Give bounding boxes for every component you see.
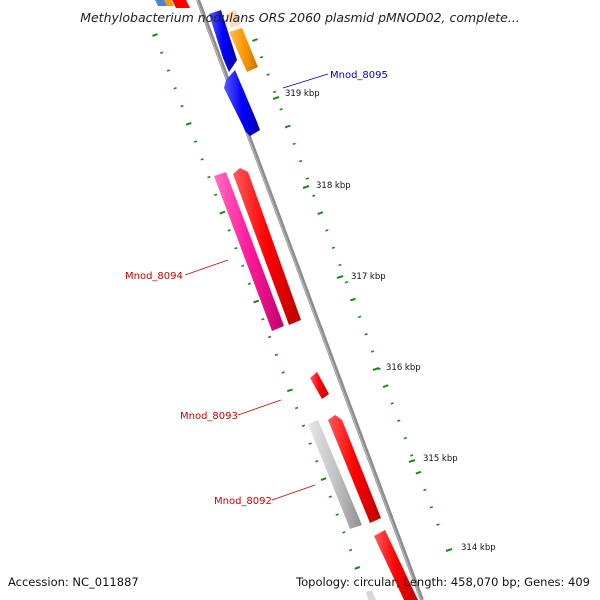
outer-tick-mark bbox=[292, 142, 296, 146]
outer-tick-mark bbox=[382, 384, 389, 389]
inner-tick-mark bbox=[294, 406, 299, 410]
gene-orange-top[interactable] bbox=[229, 28, 258, 72]
outer-tick-mark bbox=[357, 315, 362, 319]
outer-tick-mark bbox=[252, 38, 258, 42]
tick-label-317: 317 kbp bbox=[351, 272, 386, 282]
gene-label-mnod-8094[interactable]: Mnod_8094 bbox=[125, 271, 183, 282]
outer-tick-mark bbox=[344, 281, 349, 284]
tick-label-315: 315 kbp bbox=[423, 454, 458, 464]
inner-tick-mark bbox=[185, 121, 192, 126]
gene-label-mnod-8093[interactable]: Mnod_8093 bbox=[180, 411, 238, 422]
inner-tick-mark bbox=[261, 317, 265, 321]
outer-tick-mark bbox=[284, 124, 291, 129]
inner-tick-mark bbox=[320, 477, 327, 481]
inner-tick-mark bbox=[315, 460, 319, 463]
inner-tick-mark bbox=[301, 424, 306, 428]
inner-tick-mark bbox=[308, 442, 312, 445]
gene-mnod-8095[interactable] bbox=[224, 70, 260, 136]
outer-tick-mark bbox=[272, 90, 277, 94]
inner-tick-mark bbox=[219, 210, 226, 215]
inner-tick-mark bbox=[200, 158, 204, 161]
outer-tick-mark bbox=[364, 332, 368, 336]
inner-tick-mark bbox=[267, 335, 272, 339]
outer-tick-mark bbox=[266, 73, 270, 76]
summary-text: Topology: circular; Length: 458,070 bp; … bbox=[295, 575, 590, 589]
outer-tick-mark bbox=[415, 470, 422, 475]
inner-tick-mark bbox=[214, 193, 218, 197]
gene-mnod-8092-gray[interactable] bbox=[308, 420, 362, 529]
gene-label-leaders bbox=[184, 73, 329, 501]
gene-orange-top-left bbox=[164, 0, 174, 6]
inner-tick-mark bbox=[335, 513, 339, 516]
inner-tick-mark bbox=[342, 531, 346, 534]
inner-tick-mark bbox=[234, 246, 238, 250]
inner-tick-mark bbox=[152, 33, 158, 37]
accession-text: Accession: NC_011887 bbox=[8, 575, 139, 589]
outer-tick-mark bbox=[397, 419, 401, 423]
outer-tick-mark bbox=[317, 211, 324, 215]
inner-tick-mark bbox=[354, 566, 361, 570]
outer-tick-mark bbox=[312, 194, 316, 198]
outer-tick-mark bbox=[429, 506, 434, 509]
inner-tick-mark bbox=[328, 495, 332, 499]
outer-tick-mark bbox=[305, 177, 309, 180]
inner-tick-mark bbox=[180, 104, 184, 108]
inner-tick-mark bbox=[227, 229, 231, 232]
gene-blue-top-left bbox=[155, 0, 167, 6]
outer-tick-mark bbox=[350, 297, 356, 302]
outer-tick-mark bbox=[299, 159, 303, 163]
gene-label-mnod-8095[interactable]: Mnod_8095 bbox=[330, 70, 388, 81]
tick-label-314: 314 kbp bbox=[461, 543, 496, 553]
inner-tick-mark bbox=[241, 264, 245, 268]
inner-tick-mark bbox=[207, 175, 211, 179]
map-title: Methylobacterium nodulans ORS 2060 plasm… bbox=[80, 10, 520, 25]
gene-mnod-8095-top[interactable] bbox=[209, 10, 237, 72]
outer-tick-mark bbox=[325, 229, 329, 232]
inner-tick-mark bbox=[173, 87, 177, 90]
outer-tick-ring bbox=[252, 38, 440, 526]
outer-tick-mark bbox=[403, 436, 407, 440]
inner-tick-mark bbox=[286, 388, 293, 393]
inner-tick-mark bbox=[193, 140, 198, 143]
outer-tick-mark bbox=[279, 107, 283, 111]
inner-tick-mark bbox=[166, 69, 171, 72]
gene-label-mnod-8092[interactable]: Mnod_8092 bbox=[214, 496, 272, 507]
gene-mnod-8094-pink[interactable] bbox=[214, 172, 284, 331]
outer-tick-mark bbox=[338, 263, 342, 267]
gene-mnod-8094-red[interactable] bbox=[233, 168, 301, 325]
inner-tick-mark bbox=[348, 548, 353, 552]
outer-tick-mark bbox=[259, 56, 264, 59]
major-ticks bbox=[272, 96, 453, 552]
inner-tick-mark bbox=[253, 299, 260, 304]
inner-tick-mark bbox=[247, 282, 252, 285]
gene-mnod-8092-red[interactable] bbox=[328, 415, 381, 523]
inner-tick-ring bbox=[152, 33, 361, 570]
tick-label-319: 319 kbp bbox=[285, 89, 320, 99]
outer-tick-mark bbox=[410, 454, 414, 457]
inner-tick-mark bbox=[281, 371, 285, 374]
outer-tick-mark bbox=[390, 402, 394, 405]
gene-mnod-8093[interactable] bbox=[310, 372, 329, 399]
gene-gray-bottom bbox=[366, 590, 376, 600]
gene-red-bottom[interactable] bbox=[374, 530, 418, 600]
inner-tick-mark bbox=[274, 353, 279, 356]
outer-tick-mark bbox=[423, 488, 427, 492]
tick-label-318: 318 kbp bbox=[316, 181, 351, 191]
tick-label-316: 316 kbp bbox=[386, 363, 421, 373]
outer-tick-mark bbox=[370, 350, 375, 353]
outer-tick-mark bbox=[436, 523, 440, 526]
outer-tick-mark bbox=[331, 246, 336, 249]
inner-tick-mark bbox=[160, 51, 164, 55]
gene-red-top-left bbox=[172, 0, 190, 8]
gene-peach-top bbox=[226, 10, 241, 28]
